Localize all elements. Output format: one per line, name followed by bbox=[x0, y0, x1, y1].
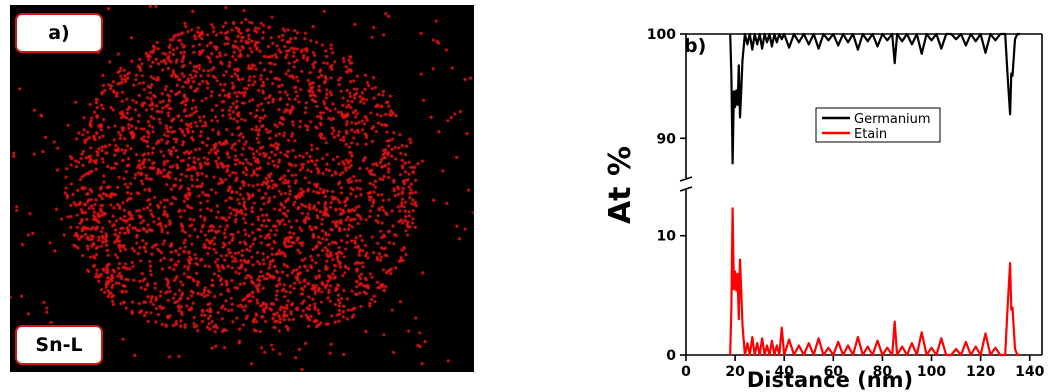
x-tick-label: 20 bbox=[725, 364, 745, 380]
element-label: Sn-L bbox=[15, 325, 103, 365]
sn-distribution-map bbox=[10, 5, 474, 372]
legend-box bbox=[815, 107, 941, 143]
x-axis-label: Distance (nm) bbox=[747, 368, 913, 392]
series-line-germanium bbox=[729, 32, 1020, 165]
x-tick-label: 60 bbox=[824, 364, 844, 380]
x-tick-label: 0 bbox=[681, 364, 691, 380]
x-tick-label: 100 bbox=[917, 364, 946, 380]
eds-map-panel: a) Sn-L bbox=[10, 5, 474, 372]
legend-entry: Etain bbox=[854, 127, 887, 142]
series-line-etain bbox=[729, 207, 1020, 357]
plot-frame bbox=[679, 33, 1043, 356]
composition-profile-chart: 0 20 40 60 80 100 120 140 90 100 0 10 b) Distance (… bbox=[603, 27, 1045, 392]
axis-break-mark bbox=[679, 176, 693, 182]
x-tick-label: 80 bbox=[873, 364, 893, 380]
panel-b-label: b) bbox=[684, 35, 706, 57]
axis-ticks: 0 20 40 60 80 100 120 140 90 100 0 10 bbox=[647, 27, 1045, 380]
series-lines bbox=[729, 32, 1020, 357]
axis-break-mark bbox=[679, 186, 693, 192]
x-tick-label: 120 bbox=[966, 364, 995, 380]
panel-a-label: a) bbox=[15, 13, 103, 53]
y-tick-label: 100 bbox=[647, 27, 676, 43]
y-axis-label: At % bbox=[603, 146, 638, 224]
y-tick-label: 90 bbox=[657, 131, 677, 147]
y-tick-label: 0 bbox=[666, 348, 676, 364]
legend-entry: Germanium bbox=[854, 112, 931, 127]
y-tick-label: 10 bbox=[657, 229, 677, 245]
x-tick-label: 40 bbox=[774, 364, 794, 380]
x-tick-label: 140 bbox=[1015, 364, 1044, 380]
